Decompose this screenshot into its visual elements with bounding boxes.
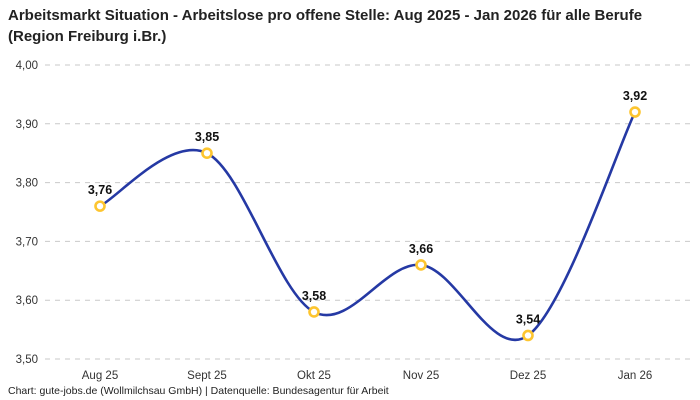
data-point-marker [415, 259, 427, 271]
y-tick-label: 3,90 [16, 119, 38, 131]
data-point-marker [201, 147, 213, 159]
y-tick-label: 3,50 [16, 354, 38, 366]
chart-title: Arbeitsmarkt Situation - Arbeitslose pro… [8, 7, 643, 45]
data-point-label: 3,85 [195, 130, 219, 144]
y-tick-label: 3,70 [16, 236, 38, 248]
data-point-marker [629, 106, 641, 118]
y-tick-label: 4,00 [16, 60, 38, 72]
data-series-line [98, 110, 637, 342]
x-tick-label: Nov 25 [403, 370, 439, 382]
x-tick-label: Okt 25 [297, 370, 331, 382]
data-point-label: 3,66 [409, 242, 433, 256]
x-tick-label: Aug 25 [82, 370, 118, 382]
x-tick-label: Dez 25 [510, 370, 546, 382]
x-tick-label: Sept 25 [187, 370, 227, 382]
data-point-marker [522, 329, 534, 342]
data-point-label: 3,58 [302, 289, 326, 303]
data-point-marker [94, 200, 106, 212]
y-tick-label: 3,80 [16, 178, 38, 190]
data-point-label: 3,76 [88, 183, 112, 197]
chart-credit: Chart: gute-jobs.de (Wollmilchsau GmbH) … [8, 385, 389, 397]
data-point-label: 3,92 [623, 89, 647, 103]
x-tick-label: Jan 26 [618, 370, 653, 382]
data-point-label: 3,54 [516, 312, 540, 326]
y-tick-label: 3,60 [16, 295, 38, 307]
data-point-marker [308, 306, 320, 318]
